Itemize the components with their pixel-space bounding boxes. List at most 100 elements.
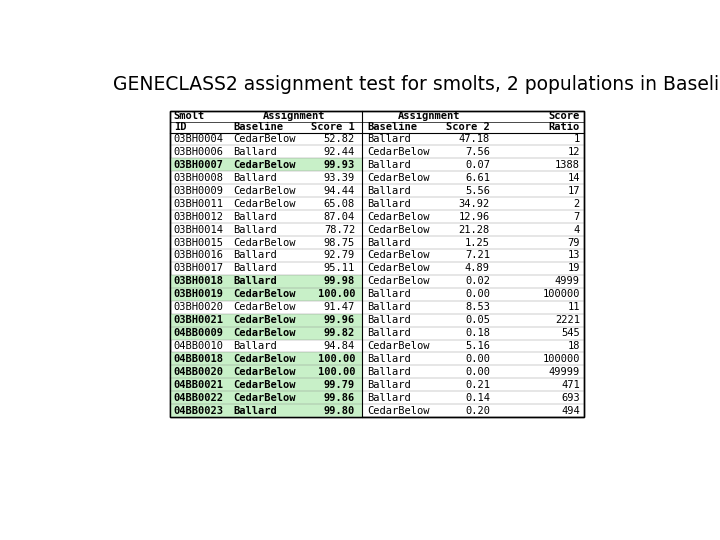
Text: 78.72: 78.72: [324, 225, 355, 234]
Text: 04BB0022: 04BB0022: [174, 393, 224, 403]
Text: CedarBelow: CedarBelow: [367, 173, 430, 183]
Text: 03BH0016: 03BH0016: [174, 251, 224, 260]
Text: CedarBelow: CedarBelow: [233, 134, 296, 144]
Text: Smolt: Smolt: [174, 111, 205, 122]
Text: CedarBelow: CedarBelow: [367, 276, 430, 286]
Bar: [170, 288, 362, 301]
Text: Ballard: Ballard: [367, 315, 411, 325]
Text: 494: 494: [561, 406, 580, 416]
Text: 99.96: 99.96: [324, 315, 355, 325]
Text: Ballard: Ballard: [367, 354, 411, 364]
Text: 99.86: 99.86: [324, 393, 355, 403]
Text: 7: 7: [574, 212, 580, 221]
Text: 12.96: 12.96: [459, 212, 490, 221]
Text: 04BB0009: 04BB0009: [174, 328, 224, 338]
Text: 100000: 100000: [542, 289, 580, 299]
Text: 03BH0004: 03BH0004: [174, 134, 224, 144]
Text: 99.80: 99.80: [324, 406, 355, 416]
Text: 04BB0023: 04BB0023: [174, 406, 224, 416]
Text: Score: Score: [549, 111, 580, 122]
Text: CedarBelow: CedarBelow: [367, 264, 430, 273]
Text: Ballard: Ballard: [367, 380, 411, 390]
Text: 21.28: 21.28: [459, 225, 490, 234]
Text: 99.98: 99.98: [324, 276, 355, 286]
Text: 11: 11: [567, 302, 580, 312]
Text: 0.20: 0.20: [465, 406, 490, 416]
Text: 1: 1: [574, 134, 580, 144]
Text: 18: 18: [567, 341, 580, 351]
Text: 100.00: 100.00: [318, 289, 355, 299]
Text: Assignment: Assignment: [263, 111, 325, 122]
Text: 693: 693: [561, 393, 580, 403]
Text: Ballard: Ballard: [233, 225, 277, 234]
Bar: [170, 404, 362, 417]
Text: 0.18: 0.18: [465, 328, 490, 338]
Text: 0.00: 0.00: [465, 354, 490, 364]
Text: 03BH0011: 03BH0011: [174, 199, 224, 208]
Text: CedarBelow: CedarBelow: [367, 147, 430, 157]
Text: 87.04: 87.04: [324, 212, 355, 221]
Text: Ballard: Ballard: [367, 393, 411, 403]
Text: 04BB0021: 04BB0021: [174, 380, 224, 390]
Text: CedarBelow: CedarBelow: [233, 289, 296, 299]
Text: CedarBelow: CedarBelow: [367, 406, 430, 416]
Text: 0.21: 0.21: [465, 380, 490, 390]
Text: 99.93: 99.93: [324, 160, 355, 170]
Text: CedarBelow: CedarBelow: [367, 251, 430, 260]
Text: 0.00: 0.00: [465, 289, 490, 299]
Text: 7.21: 7.21: [465, 251, 490, 260]
Text: 03BH0019: 03BH0019: [174, 289, 224, 299]
Text: 04BB0020: 04BB0020: [174, 367, 224, 377]
Text: 03BH0012: 03BH0012: [174, 212, 224, 221]
Text: 7.56: 7.56: [465, 147, 490, 157]
Text: 1388: 1388: [555, 160, 580, 170]
Text: 8.53: 8.53: [465, 302, 490, 312]
Text: 19: 19: [567, 264, 580, 273]
Text: Ballard: Ballard: [233, 147, 277, 157]
Text: CedarBelow: CedarBelow: [233, 380, 296, 390]
Text: 14: 14: [567, 173, 580, 183]
Text: Score 1: Score 1: [311, 122, 355, 132]
Text: 4: 4: [574, 225, 580, 234]
Text: Ballard: Ballard: [367, 186, 411, 196]
Text: 100.00: 100.00: [318, 354, 355, 364]
Text: Ratio: Ratio: [549, 122, 580, 132]
Text: CedarBelow: CedarBelow: [233, 186, 296, 196]
Text: Ballard: Ballard: [233, 406, 277, 416]
Text: 91.47: 91.47: [324, 302, 355, 312]
Bar: [170, 392, 362, 404]
Text: 03BH0006: 03BH0006: [174, 147, 224, 157]
Text: 79: 79: [567, 238, 580, 247]
Text: 03BH0017: 03BH0017: [174, 264, 224, 273]
Text: 99.82: 99.82: [324, 328, 355, 338]
Text: Ballard: Ballard: [233, 251, 277, 260]
Text: 545: 545: [561, 328, 580, 338]
Text: 49999: 49999: [549, 367, 580, 377]
Text: Ballard: Ballard: [233, 173, 277, 183]
Bar: [170, 353, 362, 366]
Text: CedarBelow: CedarBelow: [233, 315, 296, 325]
Text: 5.56: 5.56: [465, 186, 490, 196]
Text: 100.00: 100.00: [318, 367, 355, 377]
Text: 03BH0014: 03BH0014: [174, 225, 224, 234]
Text: CedarBelow: CedarBelow: [233, 328, 296, 338]
Text: 03BH0020: 03BH0020: [174, 302, 224, 312]
Bar: [170, 111, 585, 417]
Bar: [170, 327, 362, 340]
Text: 0.02: 0.02: [465, 276, 490, 286]
Text: 94.44: 94.44: [324, 186, 355, 196]
Text: 4999: 4999: [555, 276, 580, 286]
Text: Ballard: Ballard: [367, 238, 411, 247]
Text: 6.61: 6.61: [465, 173, 490, 183]
Text: 0.14: 0.14: [465, 393, 490, 403]
Text: 100000: 100000: [542, 354, 580, 364]
Text: Ballard: Ballard: [367, 199, 411, 208]
Text: CedarBelow: CedarBelow: [367, 341, 430, 351]
Text: 93.39: 93.39: [324, 173, 355, 183]
Bar: [170, 158, 362, 171]
Text: 03BH0009: 03BH0009: [174, 186, 224, 196]
Text: Ballard: Ballard: [367, 302, 411, 312]
Text: CedarBelow: CedarBelow: [367, 212, 430, 221]
Text: CedarBelow: CedarBelow: [233, 393, 296, 403]
Text: Ballard: Ballard: [233, 341, 277, 351]
